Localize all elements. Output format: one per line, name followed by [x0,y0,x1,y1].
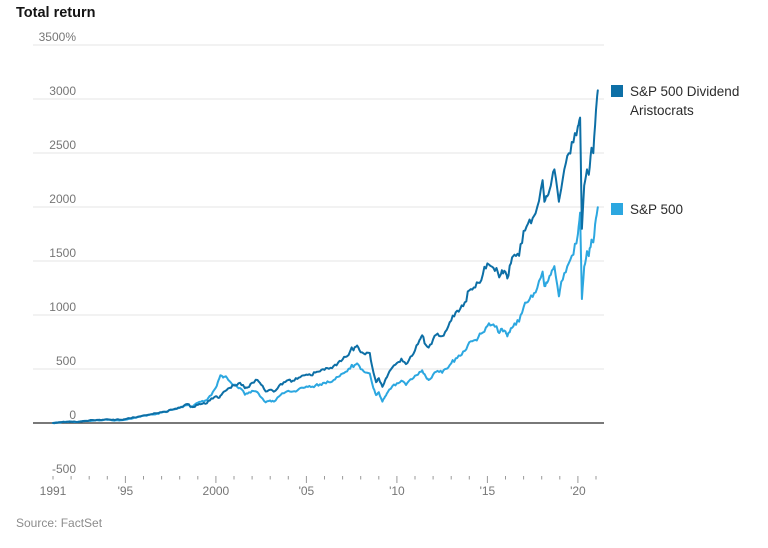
x-axis-label: 2000 [202,484,230,498]
legend-item-sp500: S&P 500 [611,200,761,219]
y-axis-label: 2500 [49,138,76,152]
y-axis-label: 3000 [49,84,76,98]
legend-swatch [611,203,623,215]
legend-label: S&P 500 Dividend Aristocrats [630,84,740,118]
y-axis-label: 2000 [49,192,76,206]
y-axis-label: 0 [69,408,76,422]
source-note: Source: FactSet [16,516,103,530]
x-axis-label: '10 [389,484,405,498]
legend-label: S&P 500 [630,202,684,217]
x-axis-label: '15 [479,484,496,498]
chart-title: Total return [16,5,96,21]
y-axis-label: 1500 [49,246,76,260]
x-axis-label: '95 [117,484,134,498]
y-axis-label: 1000 [49,300,76,314]
y-axis-label: 500 [55,354,76,368]
x-axis-label: '05 [298,484,315,498]
x-axis-label: 1991 [39,484,67,498]
series-line-aristocrats [52,89,599,424]
y-axis-label: -500 [51,462,76,476]
legend-swatch [611,85,623,97]
y-axis-label: 3500% [38,30,76,44]
x-axis-label: '20 [570,484,586,498]
legend-item-aristocrats: S&P 500 Dividend Aristocrats [611,82,761,120]
